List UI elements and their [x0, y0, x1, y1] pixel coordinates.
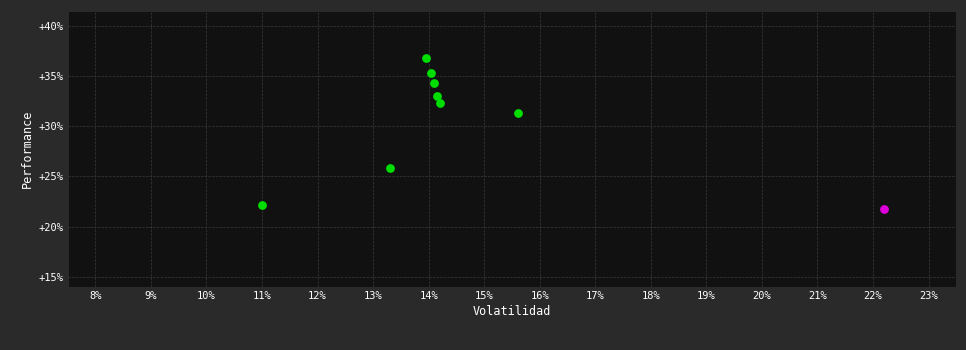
Point [418, 55, 434, 61]
Y-axis label: Performance: Performance [21, 110, 34, 188]
Point [876, 206, 892, 211]
Point [254, 202, 270, 207]
Point [510, 110, 526, 116]
Point [429, 93, 444, 99]
Point [383, 166, 398, 171]
Point [424, 70, 440, 76]
X-axis label: Volatilidad: Volatilidad [472, 305, 552, 318]
Point [432, 100, 447, 106]
Point [427, 80, 442, 86]
